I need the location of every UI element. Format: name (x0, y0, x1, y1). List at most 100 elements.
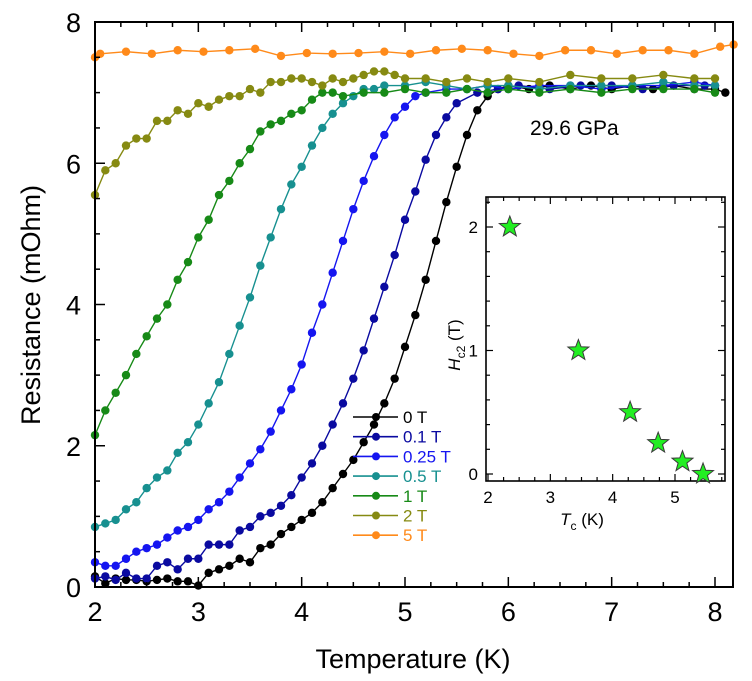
x-axis-title: Temperature (K) (315, 644, 510, 674)
data-point (369, 314, 379, 323)
data-point (504, 84, 513, 94)
data-point (359, 88, 368, 97)
data-point (302, 48, 312, 58)
data-point (338, 236, 348, 246)
inset-star-point (497, 214, 522, 238)
data-point (163, 574, 172, 583)
data-point (101, 579, 110, 588)
data-point (287, 74, 296, 83)
data-point (431, 46, 441, 55)
data-point (535, 88, 544, 97)
data-point (266, 427, 275, 436)
data-point (328, 420, 337, 429)
legend-label: 0.5 T (403, 467, 441, 486)
data-point (287, 385, 296, 394)
data-point (204, 568, 213, 578)
data-point (328, 88, 337, 97)
data-point (194, 233, 203, 242)
legend-label: 2 T (403, 507, 427, 526)
data-point (235, 526, 244, 535)
data-point (664, 46, 673, 55)
legend-label: 0.1 T (403, 428, 441, 447)
data-point (204, 399, 213, 408)
data-point (566, 84, 575, 94)
data-point (318, 123, 327, 133)
data-point (225, 176, 234, 186)
x-tick-label: 2 (87, 597, 102, 627)
data-point (183, 522, 193, 532)
data-point (390, 113, 399, 122)
data-point (328, 49, 337, 58)
data-point (297, 162, 306, 171)
data-point (715, 42, 725, 51)
data-point (421, 88, 430, 97)
data-point (204, 102, 213, 111)
data-point (442, 197, 451, 207)
y-tick-label: 6 (66, 149, 81, 179)
data-point (380, 81, 389, 90)
data-point (276, 204, 286, 214)
data-point (328, 74, 337, 83)
data-point (101, 519, 110, 528)
data-point (400, 342, 410, 352)
data-point (132, 134, 141, 143)
data-point (225, 540, 234, 549)
data-point (318, 300, 327, 309)
data-point (147, 49, 157, 58)
data-point (462, 130, 472, 140)
data-point (152, 314, 162, 323)
data-point (183, 577, 193, 586)
inset-star-point (670, 449, 695, 472)
data-point (142, 574, 151, 583)
data-point (194, 554, 203, 563)
data-point (276, 529, 286, 539)
inset-star-point (646, 430, 670, 454)
x-tick-label: 5 (397, 597, 412, 627)
inset-frame (485, 196, 726, 482)
data-point (256, 261, 265, 270)
x-tick-label: 4 (294, 597, 309, 627)
data-point (509, 49, 518, 58)
inset-x-tick-label: 2 (483, 488, 492, 507)
data-point (338, 399, 348, 408)
data-point (369, 420, 379, 429)
data-point (225, 349, 234, 359)
data-point (380, 47, 389, 56)
data-point (101, 572, 110, 581)
legend-marker (372, 472, 380, 481)
legend-label: 0 T (403, 408, 427, 427)
series-line (94, 88, 716, 436)
data-point (245, 459, 255, 468)
data-point (535, 51, 544, 61)
legend-label: 5 T (403, 526, 427, 545)
data-point (142, 483, 151, 493)
data-point (349, 374, 358, 383)
data-point (462, 84, 472, 94)
data-point (307, 459, 317, 468)
data-point (173, 448, 182, 458)
data-point (235, 554, 244, 563)
data-point (411, 310, 420, 320)
legend-item: 5 T (353, 526, 427, 545)
data-point (121, 370, 131, 380)
data-point (338, 91, 348, 101)
inset-plot: 2 3 4 5 0 1 2 Tc (K) Hc2 (T) (445, 196, 726, 533)
data-point (142, 332, 151, 341)
data-point (245, 558, 255, 567)
data-point (354, 48, 363, 58)
inset-x-tick-label: 4 (608, 488, 617, 507)
data-point (225, 46, 234, 55)
data-point (380, 130, 389, 140)
data-point (504, 74, 513, 83)
x-tick-label: 7 (604, 597, 619, 627)
data-point (369, 67, 379, 76)
data-point (442, 77, 451, 87)
data-point (225, 487, 234, 496)
data-point (328, 109, 337, 119)
data-point (101, 561, 110, 571)
data-point (405, 49, 415, 58)
pressure-annotation: 29.6 GPa (530, 117, 619, 140)
inset-y-axis-title: Hc2 (T) (445, 319, 468, 370)
data-point (194, 99, 203, 108)
data-point (400, 102, 410, 111)
